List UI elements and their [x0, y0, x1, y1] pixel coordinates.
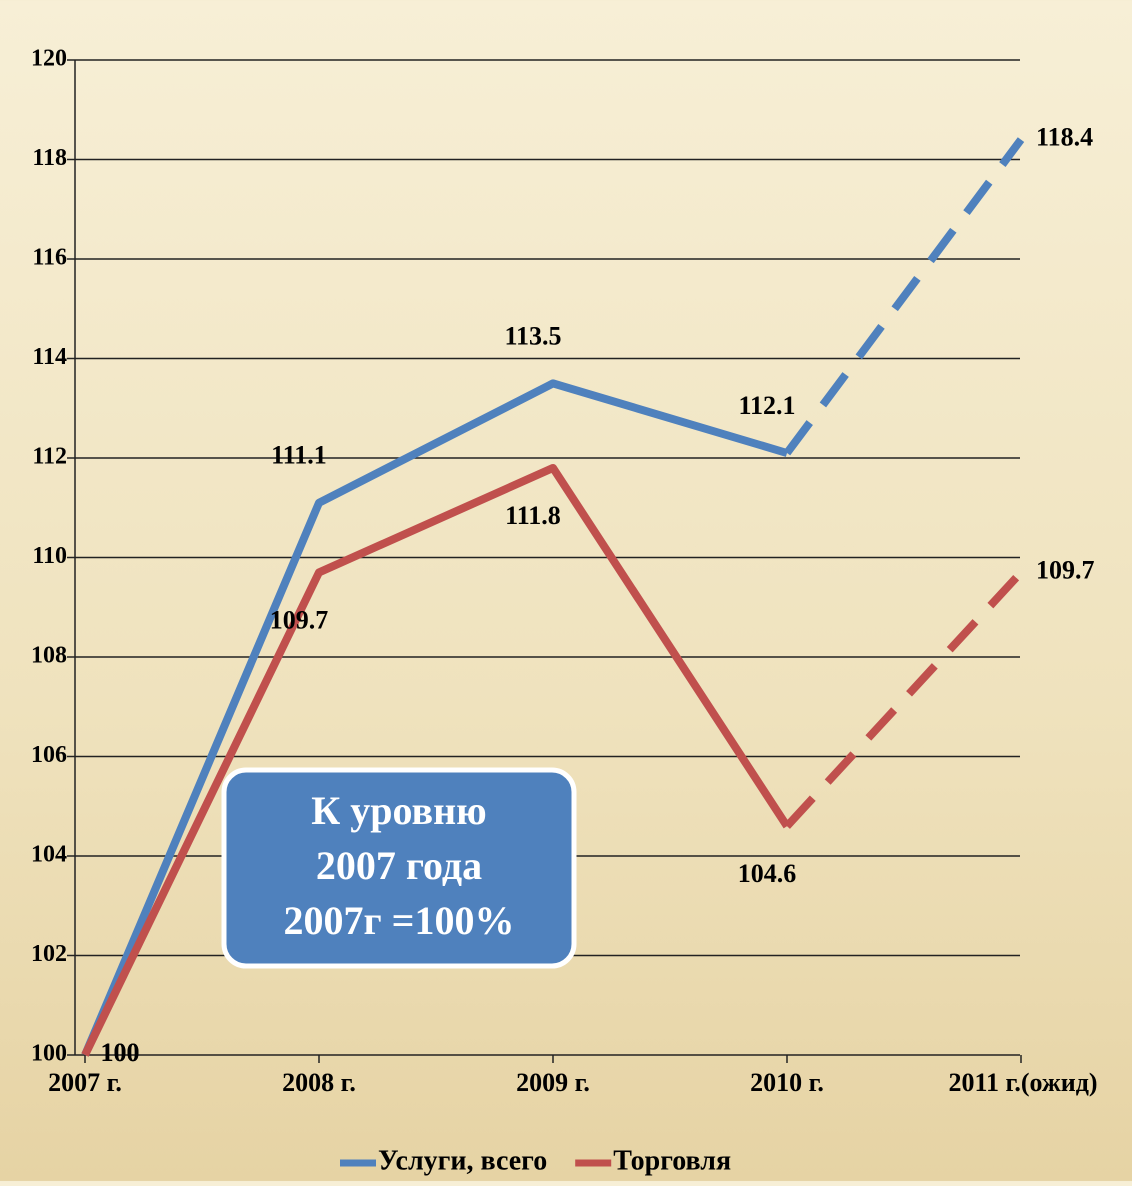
data-label: 111.1 [271, 441, 327, 470]
y-tick-label: 102 [31, 941, 67, 967]
data-label: 109.7 [1036, 555, 1095, 584]
annotation-line: 2007г =100% [284, 898, 515, 943]
line-forecast [784, 569, 1024, 829]
y-tick-label: 100 [31, 1041, 67, 1067]
data-label: 104.6 [738, 859, 797, 888]
x-tick-label: 2011 г.(ожид) [948, 1068, 1097, 1097]
x-tick-label: 2010 г. [750, 1068, 824, 1097]
data-label: 111.8 [505, 501, 561, 530]
legend-label: Торговля [613, 1145, 731, 1176]
annotation-box: К уровню 2007 года 2007г =100% [221, 767, 577, 969]
data-label: 109.7 [270, 605, 329, 634]
x-tick-label: 2007 г. [48, 1068, 122, 1097]
annotation-background [221, 767, 577, 969]
y-tick-label: 114 [32, 344, 67, 370]
data-label: 113.5 [504, 321, 561, 350]
x-tick-label: 2009 г. [516, 1068, 590, 1097]
y-tick-label: 110 [32, 543, 67, 569]
line [81, 463, 791, 1057]
x-tick-label: 2008 г. [282, 1068, 356, 1097]
y-tick-label: 120 [31, 46, 67, 72]
data-label: 112.1 [738, 391, 795, 420]
y-tick-label: 112 [32, 444, 67, 470]
y-tick-label: 118 [32, 145, 67, 171]
data-label: 100 [101, 1038, 140, 1067]
legend-label: Услуги, всего [378, 1145, 547, 1176]
annotation-line: 2007 года [316, 843, 482, 888]
y-tick-label: 116 [32, 245, 67, 271]
annotation-line: К уровню [311, 788, 486, 833]
y-tick-label: 104 [31, 842, 67, 868]
y-tick-label: 106 [31, 742, 67, 768]
y-tick-label: 108 [31, 643, 67, 669]
line-forecast [783, 137, 1025, 456]
line [81, 379, 789, 1057]
data-label: 100 [101, 1038, 140, 1067]
data-label: 118.4 [1036, 123, 1093, 152]
